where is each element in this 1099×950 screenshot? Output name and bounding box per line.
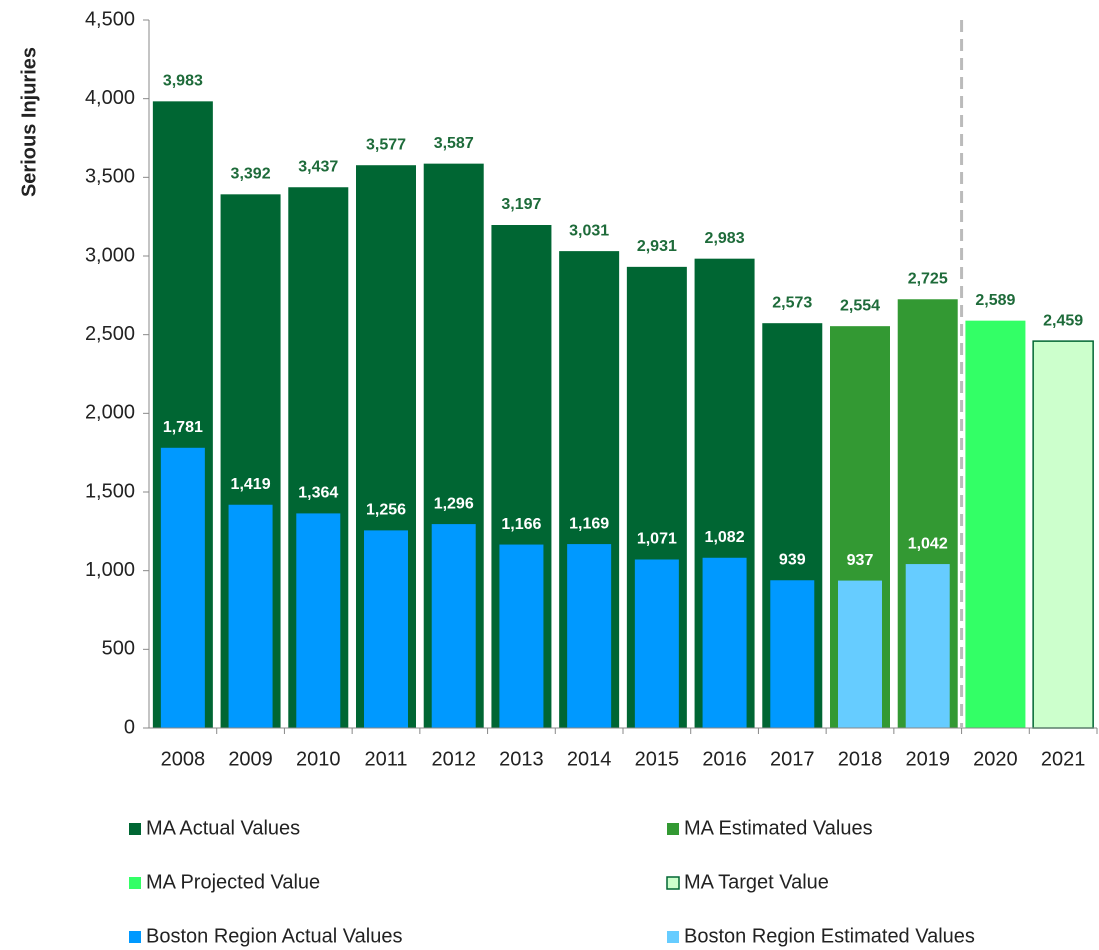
bar bbox=[965, 320, 1026, 728]
x-tick-label: 2011 bbox=[364, 748, 407, 770]
value-label: 2,589 bbox=[975, 292, 1015, 309]
x-tick-label: 2010 bbox=[296, 748, 341, 770]
x-tick-label: 2014 bbox=[567, 748, 612, 770]
value-label: 3,437 bbox=[298, 158, 338, 175]
value-label: 1,364 bbox=[298, 485, 338, 502]
legend-label: Boston Region Actual Values bbox=[146, 925, 402, 947]
y-tick-label: 1,000 bbox=[85, 559, 135, 581]
bar bbox=[567, 544, 612, 728]
value-label: 937 bbox=[847, 552, 874, 569]
x-tick-label: 2008 bbox=[161, 748, 206, 770]
x-tick-label: 2013 bbox=[499, 748, 544, 770]
value-label: 1,419 bbox=[231, 476, 271, 493]
y-tick-label: 0 bbox=[124, 716, 135, 738]
value-label: 3,983 bbox=[163, 73, 203, 90]
x-tick-label: 2017 bbox=[770, 748, 815, 770]
legend-label: MA Target Value bbox=[684, 871, 829, 893]
legend-label: MA Projected Value bbox=[146, 871, 320, 893]
legend-label: MA Estimated Values bbox=[684, 817, 873, 839]
x-tick-label: 2012 bbox=[431, 748, 476, 770]
bar bbox=[228, 504, 273, 728]
bar bbox=[431, 524, 476, 728]
value-label: 1,166 bbox=[501, 516, 541, 533]
x-tick-label: 2009 bbox=[228, 748, 273, 770]
value-label: 2,573 bbox=[772, 294, 812, 311]
bar bbox=[499, 544, 544, 728]
y-tick-label: 1,500 bbox=[85, 480, 135, 502]
legend-swatch bbox=[667, 931, 679, 943]
y-tick-label: 500 bbox=[102, 638, 135, 660]
legend-swatch bbox=[129, 931, 141, 943]
legend-swatch bbox=[666, 876, 680, 890]
legend-label: MA Actual Values bbox=[146, 817, 300, 839]
value-label: 1,169 bbox=[569, 515, 609, 532]
value-label: 3,577 bbox=[366, 136, 406, 153]
value-label: 2,554 bbox=[840, 297, 880, 314]
y-tick-label: 4,000 bbox=[85, 87, 135, 109]
y-tick-label: 3,000 bbox=[85, 244, 135, 266]
x-tick-label: 2020 bbox=[973, 748, 1018, 770]
value-label: 2,725 bbox=[908, 270, 948, 287]
bar bbox=[296, 513, 341, 728]
bar bbox=[364, 530, 408, 728]
x-tick-label: 2021 bbox=[1041, 748, 1086, 770]
bar bbox=[905, 564, 950, 728]
bar bbox=[702, 557, 747, 728]
value-label: 2,983 bbox=[705, 230, 745, 247]
y-tick-label: 4,500 bbox=[85, 8, 135, 30]
x-tick-label: 2015 bbox=[635, 748, 680, 770]
value-label: 2,931 bbox=[637, 238, 677, 255]
value-label: 1,071 bbox=[637, 531, 677, 548]
bar bbox=[1032, 340, 1094, 729]
legend-swatch bbox=[129, 877, 141, 889]
value-label: 1,256 bbox=[366, 502, 406, 519]
y-axis-title: Serious Injuries bbox=[18, 47, 40, 197]
x-tick-label: 2016 bbox=[702, 748, 747, 770]
x-tick-label: 2019 bbox=[905, 748, 950, 770]
value-label: 2,459 bbox=[1043, 312, 1083, 329]
value-label: 1,296 bbox=[434, 495, 474, 512]
bar bbox=[634, 559, 679, 728]
legend-label: Boston Region Estimated Values bbox=[684, 925, 975, 947]
legend-swatch bbox=[667, 823, 679, 835]
bar bbox=[160, 447, 205, 728]
legend-swatch bbox=[129, 823, 141, 835]
value-label: 3,392 bbox=[231, 166, 271, 183]
value-label: 1,042 bbox=[908, 535, 948, 552]
y-tick-label: 3,500 bbox=[85, 166, 135, 188]
y-tick-label: 2,500 bbox=[85, 323, 135, 345]
value-label: 1,781 bbox=[163, 419, 203, 436]
value-label: 3,031 bbox=[569, 222, 609, 239]
bar bbox=[838, 580, 882, 728]
x-tick-label: 2018 bbox=[838, 748, 883, 770]
value-label: 3,197 bbox=[501, 196, 541, 213]
value-label: 3,587 bbox=[434, 135, 474, 152]
bar bbox=[770, 580, 815, 728]
value-label: 939 bbox=[779, 551, 806, 568]
y-tick-label: 2,000 bbox=[85, 402, 135, 424]
value-label: 1,082 bbox=[705, 529, 745, 546]
